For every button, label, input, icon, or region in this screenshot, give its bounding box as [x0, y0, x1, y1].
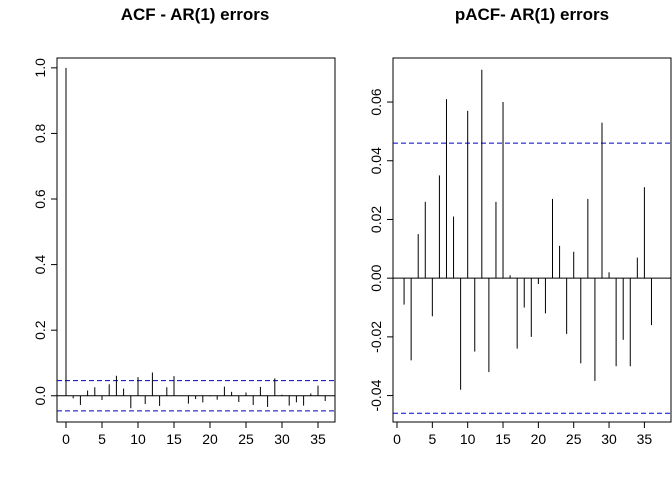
acf-y-tick-label: 1.0 [32, 58, 48, 78]
acf-x-tick-label: 20 [202, 431, 218, 447]
acf-bars [65, 67, 326, 409]
pacf-y-tick-label: -0.02 [368, 321, 384, 353]
pacf-panel: pACF- AR(1) errors 0 5 10 15 20 25 30 35 -0.04-… [368, 5, 672, 447]
pacf-x-tick-label: 5 [428, 431, 436, 447]
acf-y-tick-label: 0.0 [32, 386, 48, 406]
acf-x-tick-label: 10 [130, 431, 146, 447]
acf-y-tick-label: 0.6 [32, 189, 48, 209]
pacf-y-tick-label: 0.02 [368, 206, 384, 233]
acf-x-tick-label: 0 [62, 431, 70, 447]
pacf-y-tick-label: -0.04 [368, 379, 384, 411]
acf-x-tick-label: 25 [238, 431, 254, 447]
acf-y-ticks: 0.0 0.2 0.4 0.6 0.8 1.0 [32, 58, 57, 406]
pacf-x-tick-label: 20 [531, 431, 547, 447]
acf-chart-title: ACF - AR(1) errors [121, 5, 270, 24]
pacf-y-tick-label: 0.00 [368, 264, 384, 291]
acf-y-tick-label: 0.2 [32, 320, 48, 340]
acf-x-tick-label: 35 [310, 431, 326, 447]
acf-panel: ACF - AR(1) errors 0 5 10 15 20 25 30 35 0.0 0.2… [32, 5, 336, 447]
pacf-x-tick-label: 30 [601, 431, 617, 447]
pacf-x-tick-label: 10 [460, 431, 476, 447]
pacf-plot-frame [392, 57, 672, 423]
pacf-y-tick-label: 0.04 [368, 147, 384, 174]
pacf-bars [403, 69, 652, 390]
pacf-x-tick-label: 25 [566, 431, 582, 447]
pacf-x-tick-label: 15 [495, 431, 511, 447]
acf-y-tick-label: 0.8 [32, 123, 48, 143]
pacf-y-ticks: -0.04 -0.02 0.00 0.02 0.04 0.06 [368, 88, 393, 412]
pacf-x-tick-label: 0 [393, 431, 401, 447]
acf-x-tick-label: 5 [98, 431, 106, 447]
acf-x-tick-label: 30 [274, 431, 290, 447]
pacf-x-tick-label: 35 [637, 431, 653, 447]
pacf-chart-title: pACF- AR(1) errors [455, 5, 609, 24]
acf-x-ticks: 0 5 10 15 20 25 30 35 [62, 422, 326, 447]
pacf-x-ticks: 0 5 10 15 20 25 30 35 [393, 422, 652, 447]
pacf-y-tick-label: 0.06 [368, 88, 384, 115]
acf-x-tick-label: 15 [166, 431, 182, 447]
acf-y-tick-label: 0.4 [32, 255, 48, 275]
acf-plot-frame [56, 57, 336, 423]
